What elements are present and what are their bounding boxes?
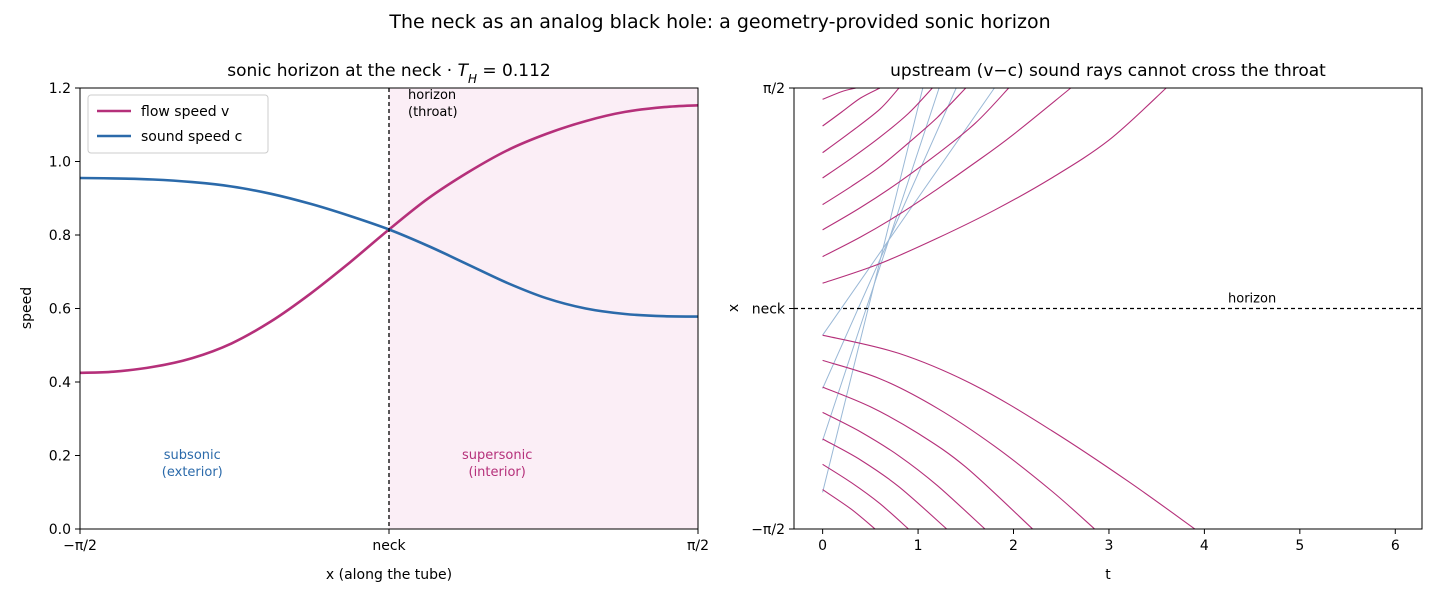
upstream-ray-5 [822, 87, 900, 154]
upstream-ray-0 [822, 87, 1167, 284]
upstream-ray-4 [822, 87, 933, 179]
upstream-ray-8 [822, 334, 1196, 530]
left-ytick-label-3: 0.6 [49, 302, 71, 318]
figure-suptitle: The neck as an analog black hole: a geom… [388, 11, 1050, 33]
left-title-text: sonic horizon at the neck · [227, 61, 457, 81]
supersonic-label-line1: supersonic [462, 448, 532, 463]
left-ytick-label-2: 0.4 [49, 375, 71, 391]
left-panel-title: sonic horizon at the neck · TH = 0.112 [227, 61, 550, 86]
left-ytick-label-5: 1.0 [49, 155, 71, 171]
right-xtick-label-5: 5 [1295, 538, 1304, 554]
left-ticks-group: −π/2 neck π/2 0.0 0.2 0.4 0.6 0.8 1.0 1.2 [49, 81, 709, 554]
right-xtick-label-3: 3 [1104, 538, 1113, 554]
upstream-ray-7 [822, 87, 857, 100]
left-ylabel: speed [19, 287, 35, 329]
legend-label-flow: flow speed v [141, 104, 229, 120]
right-rays-group [822, 87, 1196, 530]
right-xtick-label-0: 0 [818, 538, 827, 554]
right-panel-title: upstream (v−c) sound rays cannot cross t… [890, 61, 1326, 81]
right-ytick-label-0: −π/2 [751, 522, 785, 538]
upstream-ray-3 [822, 87, 967, 206]
subsonic-label-line1: subsonic [164, 448, 221, 463]
left-xlabel: x (along the tube) [326, 567, 452, 583]
horizon-label-line1: horizon [408, 88, 456, 103]
upstream-ray-10 [822, 386, 1033, 530]
right-xlabel: t [1105, 567, 1111, 583]
left-ytick-label-4: 0.8 [49, 228, 71, 244]
upstream-ray-6 [822, 87, 881, 127]
upstream-ray-13 [822, 463, 909, 530]
legend-box [87, 94, 269, 154]
right-xtick-label-1: 1 [914, 538, 923, 554]
left-xtick-label-0: −π/2 [63, 538, 97, 554]
right-xtick-label-4: 4 [1200, 538, 1209, 554]
supersonic-label-line2: (interior) [469, 465, 526, 480]
left-ytick-label-1: 0.2 [49, 449, 71, 465]
left-title-math: T [458, 61, 470, 81]
upstream-ray-12 [822, 438, 948, 530]
subsonic-label-line2: (exterior) [162, 465, 223, 480]
left-xtick-label-1: neck [372, 538, 406, 554]
downstream-ray-1 [822, 87, 940, 441]
right-ytick-label-2: π/2 [763, 81, 785, 97]
right-panel: 0 1 2 3 4 5 6 −π/2 neck π/2 upstream (v−c) sound … [726, 61, 1423, 583]
upstream-ray-1 [822, 87, 1072, 258]
left-title-math-sub: H [468, 72, 477, 86]
legend-label-sound: sound speed c [141, 129, 242, 145]
upstream-ray-11 [822, 411, 986, 530]
upstream-ray-2 [822, 87, 1010, 231]
left-xtick-label-2: π/2 [687, 538, 709, 554]
right-ylabel: x [726, 304, 742, 312]
left-title-value: = 0.112 [477, 61, 551, 81]
horizon-hline-label: horizon [1228, 292, 1276, 307]
downstream-ray-3 [822, 87, 995, 336]
horizon-label-line2: (throat) [408, 105, 458, 120]
left-ytick-label-6: 1.2 [49, 81, 71, 97]
right-ticks-group: 0 1 2 3 4 5 6 −π/2 neck π/2 [751, 81, 1400, 554]
left-panel: −π/2 neck π/2 0.0 0.2 0.4 0.6 0.8 1.0 1.2 sonic h… [19, 61, 709, 583]
supersonic-region-shade [389, 88, 698, 529]
upstream-ray-9 [822, 359, 1095, 530]
right-xtick-label-6: 6 [1391, 538, 1400, 554]
right-ytick-label-1: neck [752, 302, 786, 318]
legend: flow speed v sound speed c [87, 94, 269, 154]
right-xtick-label-2: 2 [1009, 538, 1018, 554]
upstream-ray-14 [822, 489, 876, 530]
left-ytick-label-0: 0.0 [49, 522, 71, 538]
